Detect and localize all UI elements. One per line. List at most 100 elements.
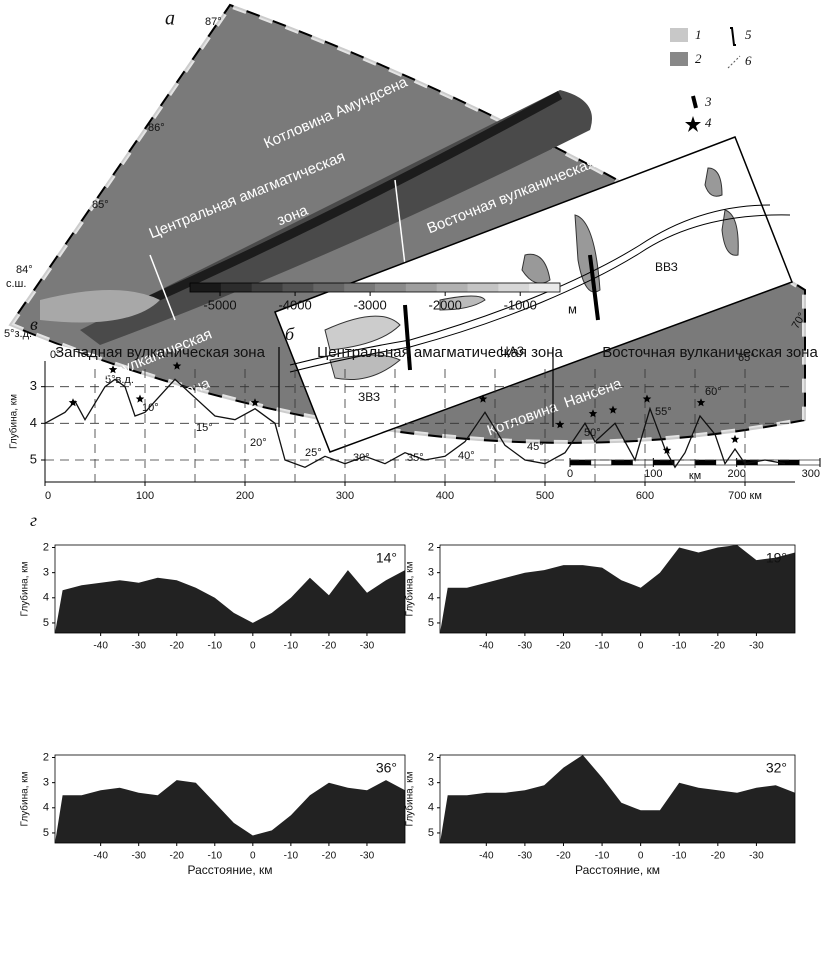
volcano-star <box>731 435 740 443</box>
colorbar-cell <box>468 283 499 292</box>
x-tick-label: 100 <box>136 490 154 502</box>
x-tick-label: -30 <box>518 851 533 862</box>
depth-area <box>440 545 795 633</box>
x-tick-label: -10 <box>284 851 299 862</box>
scale-label: 200 <box>727 468 745 480</box>
lon-label: 60° <box>705 386 722 398</box>
lat-label: 84° <box>16 264 33 276</box>
x-tick-label: -30 <box>749 641 764 652</box>
colorbar-label: -2000 <box>429 297 462 312</box>
x-tick-label: 0 <box>638 641 644 652</box>
panel-label: б <box>285 324 295 344</box>
zone-label: Центральная амагматическая зона <box>317 344 563 361</box>
x-tick-label: -30 <box>131 641 146 652</box>
depth-area <box>55 780 405 843</box>
legend-label: 6 <box>745 53 752 68</box>
x-tick-label: 700 км <box>728 490 762 502</box>
legend-symbol <box>730 28 736 45</box>
y-tick-label: 5 <box>428 827 434 839</box>
x-tick-label: -20 <box>711 641 726 652</box>
plot-title: 32° <box>766 760 787 776</box>
colorbar-cell <box>406 283 437 292</box>
colorbar-cell <box>375 283 406 292</box>
x-tick-label: -20 <box>322 851 337 862</box>
lat-label: с.ш. <box>6 278 26 290</box>
x-tick-label: 400 <box>436 490 454 502</box>
zone-label: ВВЗ <box>655 260 678 274</box>
legend-swatch <box>670 52 688 66</box>
scale-label: 300 <box>802 468 820 480</box>
x-tick-label: -40 <box>479 851 494 862</box>
y-tick-label: 2 <box>428 751 434 763</box>
legend-label: 1 <box>695 27 702 42</box>
colorbar-unit: м <box>568 301 577 316</box>
y-tick-label: 3 <box>428 777 434 789</box>
scale-segment <box>591 460 612 465</box>
x-axis-title: Расстояние, км <box>188 863 273 877</box>
figure: а 87° 86° 85° 84° с.ш. 5°з.д. 0° 5°в.д. … <box>0 0 836 978</box>
colorbar-label: -4000 <box>278 297 311 312</box>
colorbar-label: -5000 <box>203 297 236 312</box>
legend-swatch <box>670 28 688 42</box>
x-tick-label: -10 <box>208 851 223 862</box>
colorbar-cell <box>221 283 252 292</box>
scale-segment <box>633 460 654 465</box>
scale-segment <box>799 460 820 465</box>
plot-title: 36° <box>376 760 397 776</box>
y-tick-label: 3 <box>30 378 37 393</box>
y-tick-label: 2 <box>43 751 49 763</box>
colorbar-cell <box>498 283 529 292</box>
panel-label: г <box>30 510 37 530</box>
x-axis-title: Расстояние, км <box>575 863 660 877</box>
legend-label: 5 <box>745 27 752 42</box>
scale-label: 0 <box>567 468 573 480</box>
zone-label: ЗВЗ <box>358 390 380 404</box>
legend-label: 2 <box>695 51 702 66</box>
x-tick-label: -10 <box>595 851 610 862</box>
x-tick-label: -20 <box>556 641 571 652</box>
x-tick-label: -20 <box>322 641 337 652</box>
y-tick-label: 4 <box>428 802 434 814</box>
colorbar-label: -3000 <box>353 297 386 312</box>
scale-label: 100 <box>644 468 662 480</box>
y-axis-title: Глубина, км <box>19 771 31 826</box>
x-tick-label: 0 <box>250 851 256 862</box>
x-tick-label: 0 <box>638 851 644 862</box>
x-tick-label: -20 <box>711 851 726 862</box>
x-tick-label: -10 <box>208 641 223 652</box>
legend-label: 3 <box>704 94 712 109</box>
lat-label: 87° <box>205 16 222 28</box>
panel-label: в <box>30 314 38 334</box>
colorbar-label: -1000 <box>504 297 537 312</box>
y-tick-label: 4 <box>428 592 434 604</box>
x-tick-label: -10 <box>595 641 610 652</box>
colorbar-cell <box>313 283 344 292</box>
y-axis-title: Глубина, км <box>19 561 31 616</box>
y-tick-label: 5 <box>43 827 49 839</box>
y-tick-label: 2 <box>43 541 49 553</box>
y-axis-title: Глубина, км <box>404 771 416 826</box>
colorbar-cell <box>252 283 283 292</box>
volcano-star <box>69 398 78 406</box>
y-axis-title: Глубина, км <box>404 561 416 616</box>
y-tick-label: 3 <box>43 777 49 789</box>
depth-area <box>440 755 795 843</box>
plot-title: 14° <box>376 550 397 566</box>
colorbar-cell <box>283 283 314 292</box>
x-tick-label: 300 <box>336 490 354 502</box>
lon-label: 55° <box>655 406 672 418</box>
y-tick-label: 4 <box>43 592 49 604</box>
scale-segment <box>570 460 591 465</box>
lon-label: 20° <box>250 437 267 449</box>
x-tick-label: -20 <box>170 851 185 862</box>
x-tick-label: -10 <box>672 851 687 862</box>
y-tick-label: 5 <box>428 617 434 629</box>
x-tick-label: -30 <box>360 641 375 652</box>
colorbar-cell <box>344 283 375 292</box>
x-tick-label: -40 <box>479 641 494 652</box>
lat-label: 85° <box>92 199 109 211</box>
depth-area <box>55 570 405 633</box>
x-tick-label: 600 <box>636 490 654 502</box>
x-tick-label: 500 <box>536 490 554 502</box>
scale-segment <box>695 460 716 465</box>
